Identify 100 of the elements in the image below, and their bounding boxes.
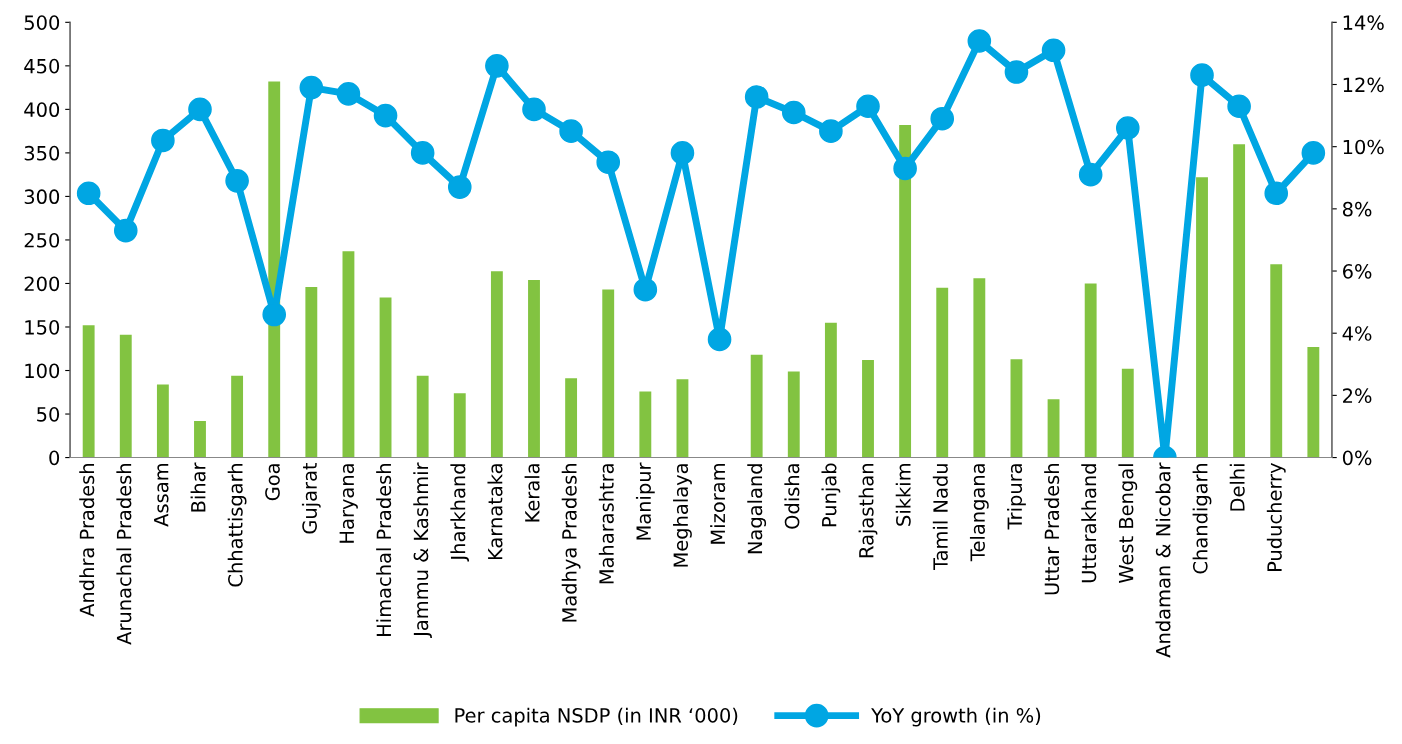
point xyxy=(373,103,398,128)
bar xyxy=(231,375,244,458)
bar xyxy=(824,322,837,458)
x-tick-label: Nagaland xyxy=(747,464,767,554)
y-tick-label: 300 xyxy=(24,189,60,205)
y-tick-label: 350 xyxy=(24,145,60,161)
bar xyxy=(1084,283,1097,458)
x-tick-label: Haryana xyxy=(339,464,358,543)
point xyxy=(1004,60,1029,84)
x-tick-label: Goa xyxy=(265,464,280,501)
bar xyxy=(936,287,949,458)
point xyxy=(151,128,175,153)
x-tick-label: Chandigarh xyxy=(1192,464,1212,574)
y-tick-label: 50 xyxy=(37,406,60,422)
x-tick-label: Karnataka xyxy=(487,464,503,560)
x-tick-label: Himachal Pradesh xyxy=(376,464,392,636)
y-tick-label: 0 xyxy=(49,450,60,466)
y2-tick-label: 4% xyxy=(1342,326,1372,341)
x-tick-label: Telangana xyxy=(969,464,989,562)
y-tick-label: 450 xyxy=(24,58,60,74)
y2-tick-label: 6% xyxy=(1342,263,1372,279)
point xyxy=(930,106,955,131)
x-tick-label: Odisha xyxy=(784,464,800,529)
bar xyxy=(342,251,355,458)
x-tick-label: Uttar Pradesh xyxy=(1044,464,1060,595)
x-tick-label: Madhya Pradesh xyxy=(561,464,581,622)
legend-label: YoY growth (in %) xyxy=(871,707,1041,727)
x-tick-label: Chhattisgarh xyxy=(227,464,247,587)
point xyxy=(819,119,843,143)
bar xyxy=(676,379,689,458)
x-tick-label: West Bengal xyxy=(1118,464,1138,584)
point xyxy=(967,29,992,53)
x-tick-label: Tamil Nadu xyxy=(932,464,948,571)
bar xyxy=(1196,177,1208,458)
point xyxy=(1301,141,1326,165)
y2-tick-label: 8% xyxy=(1342,201,1372,217)
point xyxy=(76,181,101,206)
legend-label: Per capita NSDP (in INR ‘000) xyxy=(455,707,738,727)
point xyxy=(744,85,769,109)
bar xyxy=(1047,399,1060,458)
point xyxy=(856,94,880,119)
bar xyxy=(862,360,874,458)
bar xyxy=(194,421,206,458)
y-tick-label: 250 xyxy=(24,232,60,248)
point xyxy=(707,327,732,352)
x-tick-label: Jharkhand xyxy=(450,464,470,562)
y2-tick-label: 2% xyxy=(1343,388,1372,404)
y2-tick-label: 10% xyxy=(1343,139,1384,155)
point xyxy=(1227,94,1251,119)
bar xyxy=(119,334,132,458)
y-tick-label: 200 xyxy=(24,276,60,292)
x-tick-label: Kerala xyxy=(524,464,540,522)
bar xyxy=(1121,368,1134,458)
y-tick-label: 150 xyxy=(25,319,60,335)
point xyxy=(633,277,658,302)
point xyxy=(1078,162,1103,187)
x-tick-label: Bihar xyxy=(190,462,206,512)
bar xyxy=(528,279,540,458)
x-tick-label: Punjab xyxy=(821,463,841,527)
x-tick-label: Delhi xyxy=(1229,464,1245,511)
x-tick-label: Assam xyxy=(154,464,169,527)
point xyxy=(188,97,212,122)
y-tick-label: 100 xyxy=(25,363,60,379)
bar xyxy=(1233,144,1246,458)
point xyxy=(447,175,472,199)
bar xyxy=(379,297,392,458)
x-tick-label: Andhra Pradesh xyxy=(79,464,95,617)
bar xyxy=(1010,359,1023,458)
y-tick-label: 500 xyxy=(24,15,60,30)
point xyxy=(1115,116,1140,140)
point xyxy=(893,156,917,181)
point xyxy=(559,119,583,143)
point xyxy=(336,82,361,106)
x-tick-label: Meghalaya xyxy=(673,464,692,567)
point xyxy=(225,169,249,193)
point xyxy=(522,97,546,122)
point xyxy=(113,218,138,243)
point xyxy=(670,141,695,165)
y2-tick-label: 14% xyxy=(1343,15,1384,30)
x-tick-label: Uttarakhand xyxy=(1081,464,1097,583)
x-tick-label: Tripura xyxy=(1007,464,1026,530)
bar xyxy=(305,286,318,458)
bar xyxy=(787,371,800,458)
x-tick-label: Mizoram xyxy=(710,464,726,544)
x-tick-label: Jammu & Kashmir xyxy=(413,462,432,638)
bar xyxy=(565,378,578,458)
bar xyxy=(490,271,503,458)
bar xyxy=(750,354,763,458)
y2-tick-label: 0% xyxy=(1342,450,1372,466)
x-tick-label: Gujarat xyxy=(301,462,321,534)
bar xyxy=(602,289,615,458)
bar xyxy=(1270,264,1283,458)
x-tick-label: Rajasthan xyxy=(858,464,878,558)
point xyxy=(1190,63,1214,87)
point xyxy=(1041,38,1066,63)
x-tick-label: Maharashtra xyxy=(598,464,614,584)
y-tick-label: 400 xyxy=(24,102,60,118)
bar xyxy=(416,375,429,458)
bar xyxy=(973,278,986,458)
point xyxy=(262,302,287,327)
